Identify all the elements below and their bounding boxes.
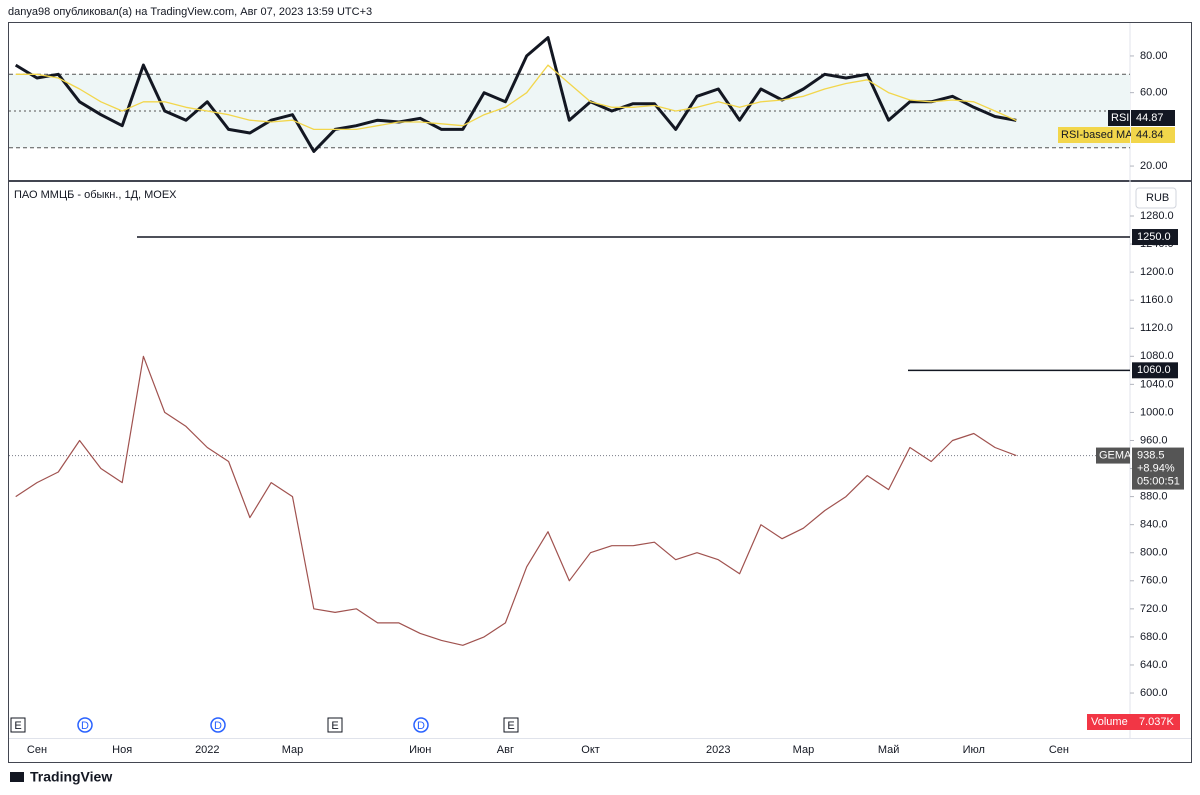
y-tick-label: 1280.0 [1140, 210, 1174, 222]
event-label: E [507, 720, 514, 732]
ma-name: RSI-based MA [1061, 129, 1133, 141]
symbol-title: ПАО ММЦБ - обыкн., 1Д, MOEX [14, 189, 177, 201]
level-label: 1060.0 [1137, 364, 1171, 376]
y-tick-label: 960.0 [1140, 434, 1168, 446]
header-title: danya98 опубликовал(а) на TradingView.co… [8, 6, 372, 18]
x-tick-label: Мар [282, 744, 304, 756]
y-tick-label: 800.0 [1140, 547, 1168, 559]
event-label: E [331, 720, 338, 732]
countdown: 05:00:51 [1137, 475, 1180, 487]
level-box [1132, 362, 1178, 379]
ma-value: 44.84 [1136, 129, 1164, 141]
x-tick-label: Авг [497, 744, 514, 756]
rsi-name: RSI [1111, 112, 1129, 124]
y-tick-label: 1120.0 [1140, 322, 1173, 334]
series-line [15, 64, 1017, 131]
ma-name-box [1058, 127, 1130, 143]
x-tick-label: 2023 [706, 744, 730, 756]
volume-box [1087, 714, 1180, 730]
y-tick-label: 640.0 [1140, 659, 1168, 671]
y-tick-label: 1000.0 [1140, 406, 1174, 418]
y-tick-label: 1040.0 [1140, 378, 1174, 390]
y-tick-label: 80.00 [1140, 50, 1168, 62]
rsi-value: 44.87 [1136, 112, 1164, 124]
event-marker [327, 717, 343, 733]
x-tick-label: Мар [793, 744, 815, 756]
event-label: E [14, 720, 21, 732]
brand: TradingView [30, 769, 112, 785]
event-marker [210, 717, 226, 733]
level-label: 1250.0 [1137, 231, 1171, 243]
event-marker [413, 717, 429, 733]
change: +8.94% [1137, 462, 1175, 474]
frame [8, 22, 1192, 763]
x-tick-label: 2022 [195, 744, 219, 756]
event-marker [10, 717, 26, 733]
ma-value-box [1131, 127, 1175, 143]
currency: RUB [1146, 192, 1169, 204]
event-label: D [81, 720, 89, 732]
symbol-box [1096, 447, 1130, 464]
event-label: D [214, 720, 222, 732]
event-label: D [417, 720, 425, 732]
last-price: 938.5 [1137, 449, 1165, 461]
event-marker [503, 717, 519, 733]
logo [10, 772, 24, 782]
series-line [14, 36, 1017, 153]
y-tick-label: 1080.0 [1140, 350, 1174, 362]
footer: TradingView [10, 769, 112, 785]
volume-value: 7.037K [1139, 716, 1175, 728]
y-tick-label: 20.00 [1140, 160, 1168, 172]
y-tick-label: 720.0 [1140, 603, 1168, 615]
y-tick-label: 600.0 [1140, 687, 1168, 699]
x-tick-label: Сен [1049, 744, 1069, 756]
y-tick-label: 1200.0 [1140, 266, 1174, 278]
currency-box[interactable] [1135, 187, 1177, 209]
price-box [1132, 447, 1184, 490]
series-line [15, 355, 1017, 646]
x-tick-label: Май [878, 744, 900, 756]
x-tick-label: Окт [581, 744, 600, 756]
level-box [1132, 229, 1178, 246]
x-tick-label: Июл [963, 744, 985, 756]
x-tick-label: Июн [409, 744, 431, 756]
y-tick-label: 760.0 [1140, 575, 1168, 587]
x-tick-label: Ноя [112, 744, 132, 756]
rsi-value-box [1131, 110, 1175, 126]
y-tick-label: 880.0 [1140, 491, 1168, 503]
y-tick-label: 840.0 [1140, 519, 1168, 531]
event-marker [77, 717, 93, 733]
rsi-name-box [1108, 110, 1130, 126]
volume-name: Volume [1091, 716, 1128, 728]
symbol-name: GEMA [1099, 449, 1132, 461]
y-tick-label: 60.00 [1140, 87, 1168, 99]
y-tick-label: 1160.0 [1140, 294, 1173, 306]
y-tick-label: 680.0 [1140, 631, 1168, 643]
x-tick-label: Сен [27, 744, 47, 756]
